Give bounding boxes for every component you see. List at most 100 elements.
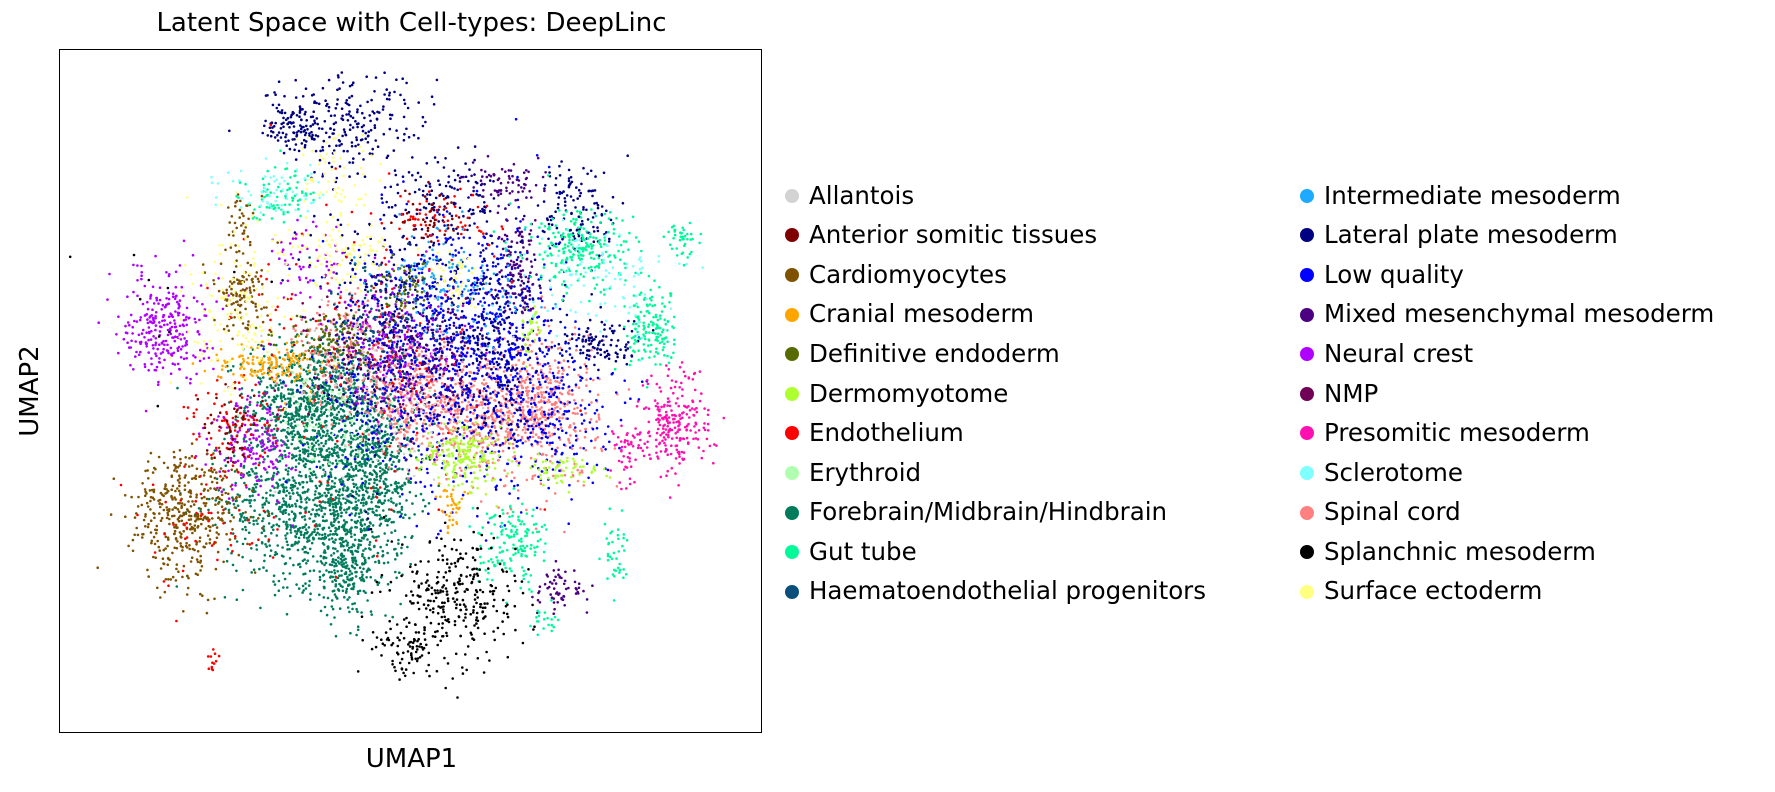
scatter-point [439,311,442,314]
scatter-point [501,449,505,453]
scatter-point [497,345,501,349]
scatter-point [252,519,255,523]
scatter-point [552,413,556,416]
scatter-point [360,498,364,502]
scatter-point [311,421,314,424]
scatter-point [302,368,306,372]
scatter-point [354,453,358,456]
scatter-point [334,634,338,638]
scatter-point [416,395,419,398]
scatter-point [432,344,436,347]
scatter-point [444,300,448,303]
scatter-point [525,389,529,393]
scatter-point [335,564,338,568]
scatter-point [334,465,337,469]
scatter-point [322,374,326,377]
scatter-point [304,462,307,466]
scatter-point [394,277,398,281]
scatter-point [360,411,364,415]
scatter-point [365,453,369,456]
scatter-point [350,564,354,568]
scatter-point [439,367,443,370]
scatter-point [326,596,330,600]
scatter-point [289,350,293,354]
scatter-point [291,438,294,442]
scatter-point [309,477,312,481]
scatter-point [245,440,248,443]
scatter-point [310,355,314,359]
scatter-point [292,526,296,529]
scatter-point [347,440,351,443]
scatter-point [513,454,517,458]
scatter-point [528,363,532,367]
scatter-point [346,457,350,461]
scatter-point [347,443,351,447]
scatter-point [281,512,285,516]
scatter-point [379,466,382,470]
scatter-point [349,492,352,496]
scatter-point [343,595,346,599]
scatter-point [508,390,512,393]
scatter-point [334,325,337,329]
scatter-point [355,492,359,496]
scatter-point [304,582,307,585]
scatter-point [314,533,318,537]
scatter-point [339,501,342,505]
scatter-point [408,423,412,427]
scatter-point [529,456,533,460]
scatter-point [325,388,328,392]
scatter-point [257,376,260,379]
scatter-point [367,556,371,560]
scatter-point [353,566,357,570]
scatter-point [284,534,287,537]
scatter-point [348,475,351,479]
scatter-point [334,379,338,383]
scatter-point [542,391,545,394]
scatter-point [367,428,371,432]
scatter-point [358,489,361,493]
scatter-point [385,372,389,375]
scatter-point [398,571,401,574]
scatter-point [406,412,410,416]
scatter-point [240,514,243,517]
scatter-point [322,359,326,363]
scatter-point [550,454,554,458]
scatter-point [313,503,317,507]
scatter-point [326,545,330,549]
scatter-point [303,418,307,421]
scatter-point [386,438,389,441]
scatter-point [346,584,350,587]
scatter-point [297,481,301,485]
scatter-point [302,481,305,484]
scatter-point [456,416,460,419]
scatter-point [558,381,561,385]
scatter-point [301,486,305,489]
scatter-point [329,575,333,578]
scatter-point [235,540,239,543]
scatter-point [363,462,367,465]
scatter-point [437,448,441,452]
scatter-point [346,487,350,491]
scatter-point [486,410,490,413]
scatter-point [506,427,509,431]
scatter-point [370,400,373,404]
scatter-point [321,500,325,503]
scatter-point [223,437,226,441]
scatter-point [270,531,273,535]
scatter-point [394,465,397,468]
scatter-point [344,533,348,536]
scatter-point [304,528,308,531]
scatter-point [299,530,302,534]
scatter-point [417,449,421,452]
scatter-point [366,405,369,409]
scatter-point [538,408,542,411]
scatter-point [426,437,429,440]
scatter-point [434,377,438,381]
scatter-point [552,474,555,478]
scatter-point [303,450,307,453]
scatter-point [336,416,339,420]
scatter-point [397,428,401,432]
scatter-point [483,364,487,368]
scatter-point [321,515,325,518]
scatter-point [342,489,345,492]
